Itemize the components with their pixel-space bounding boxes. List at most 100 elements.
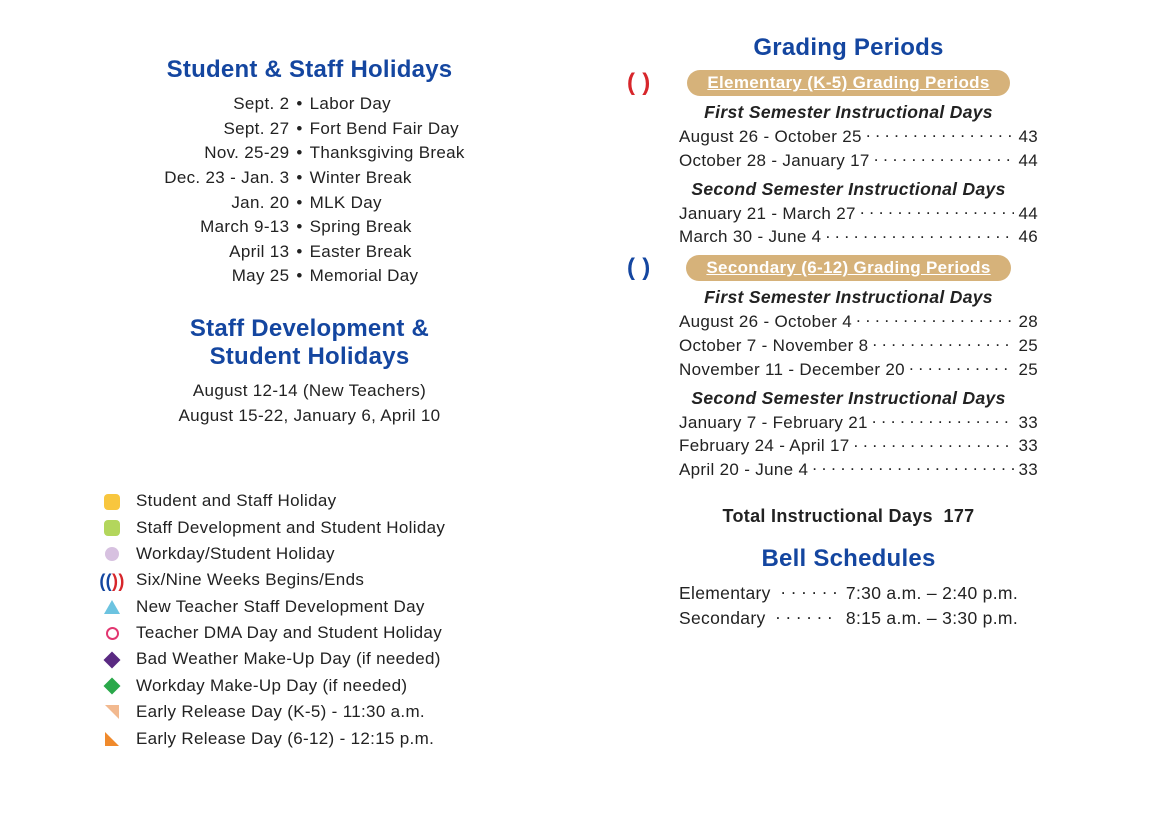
leader-dots-icon	[812, 458, 1014, 475]
legend-label: Workday Make-Up Day (if needed)	[136, 673, 407, 699]
staffdev-line: August 15-22, January 6, April 10	[60, 404, 559, 429]
bell-level-label: Elementary	[679, 581, 771, 606]
legend-label: Student and Staff Holiday	[136, 488, 337, 514]
legend-row: Early Release Day (6-12) - 12:15 p.m.	[100, 726, 559, 752]
holiday-date: Sept. 2	[129, 92, 289, 117]
legend-row: Workday Make-Up Day (if needed)	[100, 673, 559, 699]
grading-period-days: 28	[1018, 310, 1038, 334]
holiday-row: Sept. 27•Fort Bend Fair Day	[60, 117, 559, 142]
sec-sem2-heading: Second Semester Instructional Days	[599, 388, 1098, 409]
bell-time: 7:30 a.m. – 2:40 p.m.	[846, 581, 1018, 606]
grading-periods-heading: Grading Periods	[599, 34, 1098, 62]
secondary-parens-icon: ( )	[627, 254, 651, 282]
legend-label: Workday/Student Holiday	[136, 541, 335, 567]
square-icon	[100, 520, 124, 536]
bell-time: 8:15 a.m. – 3:30 p.m.	[846, 606, 1018, 631]
bullet-icon: •	[289, 117, 309, 142]
leader-dots-icon	[872, 411, 1015, 428]
holiday-label: Thanksgiving Break	[310, 141, 490, 166]
legend-label: Bad Weather Make-Up Day (if needed)	[136, 646, 441, 672]
total-value: 177	[944, 506, 975, 526]
grading-period-line: April 20 - June 433	[679, 458, 1038, 482]
grading-period-range: April 20 - June 4	[679, 458, 808, 482]
grading-period-line: October 7 - November 8 25	[679, 334, 1038, 358]
holiday-label: Spring Break	[310, 215, 490, 240]
holiday-row: Nov. 25-29•Thanksgiving Break	[60, 141, 559, 166]
diamond-icon	[100, 680, 124, 692]
bullet-icon: •	[289, 191, 309, 216]
bullet-icon: •	[289, 92, 309, 117]
holiday-label: Labor Day	[310, 92, 490, 117]
leader-dots-icon	[856, 310, 1014, 327]
grading-period-range: January 7 - February 21	[679, 411, 868, 435]
legend-label: Six/Nine Weeks Begins/Ends	[136, 567, 364, 593]
corner-tr-icon	[100, 705, 124, 719]
calendar-legend: Student and Staff HolidayStaff Developme…	[100, 488, 559, 751]
grading-period-days: 25	[1018, 358, 1038, 382]
diamond-icon	[100, 654, 124, 666]
parens-icon: (())	[100, 572, 124, 590]
legend-label: New Teacher Staff Development Day	[136, 594, 425, 620]
ring-icon	[100, 627, 124, 640]
staffdev-lines: August 12-14 (New Teachers)August 15-22,…	[60, 379, 559, 428]
grading-period-days: 44	[1018, 202, 1038, 226]
legend-row: New Teacher Staff Development Day	[100, 594, 559, 620]
legend-label: Early Release Day (6-12) - 12:15 p.m.	[136, 726, 434, 752]
holiday-label: Memorial Day	[310, 264, 490, 289]
legend-row: Bad Weather Make-Up Day (if needed)	[100, 646, 559, 672]
grading-period-range: March 30 - June 4	[679, 225, 821, 249]
holidays-heading: Student & Staff Holidays	[60, 56, 559, 84]
bullet-icon: •	[289, 264, 309, 289]
holiday-label: Easter Break	[310, 240, 490, 265]
grading-period-days: 46	[1018, 225, 1038, 249]
grading-period-days: 33	[1018, 434, 1038, 458]
leader-dots-icon	[781, 581, 836, 599]
holiday-label: MLK Day	[310, 191, 490, 216]
grading-period-line: March 30 - June 4 46	[679, 225, 1038, 249]
grading-period-range: February 24 - April 17	[679, 434, 850, 458]
staffdev-line: August 12-14 (New Teachers)	[60, 379, 559, 404]
triangle-icon	[100, 600, 124, 614]
total-label: Total Instructional Days	[722, 506, 932, 526]
leader-dots-icon	[872, 334, 1014, 351]
holiday-date: Sept. 27	[129, 117, 289, 142]
holiday-label: Fort Bend Fair Day	[310, 117, 490, 142]
holiday-date: Nov. 25-29	[129, 141, 289, 166]
holiday-row: Jan. 20•MLK Day	[60, 191, 559, 216]
grading-period-days: 44	[1018, 149, 1038, 173]
grading-period-line: January 7 - February 2133	[679, 411, 1038, 435]
legend-label: Teacher DMA Day and Student Holiday	[136, 620, 442, 646]
elem-sem1-heading: First Semester Instructional Days	[599, 102, 1098, 123]
bell-schedules-list: Elementary 7:30 a.m. – 2:40 p.m. Secondary…	[599, 581, 1098, 632]
staffdev-heading: Staff Development &Student Holidays	[60, 315, 559, 371]
legend-row: Teacher DMA Day and Student Holiday	[100, 620, 559, 646]
holiday-row: May 25•Memorial Day	[60, 264, 559, 289]
legend-row: Student and Staff Holiday	[100, 488, 559, 514]
holiday-date: Jan. 20	[129, 191, 289, 216]
bell-level-label: Secondary	[679, 606, 766, 631]
legend-label: Early Release Day (K-5) - 11:30 a.m.	[136, 699, 425, 725]
elementary-grading-pill-row: ( ) Elementary (K-5) Grading Periods	[599, 70, 1098, 96]
corner-bl-icon	[100, 732, 124, 746]
sec-sem1-heading: First Semester Instructional Days	[599, 287, 1098, 308]
square-icon	[100, 494, 124, 510]
elem-sem1-list: August 26 - October 2543October 28 - Jan…	[599, 125, 1098, 173]
holidays-list: Sept. 2•Labor DaySept. 27•Fort Bend Fair…	[60, 92, 559, 289]
legend-row: (()) Six/Nine Weeks Begins/Ends	[100, 567, 559, 593]
legend-row: Staff Development and Student Holiday	[100, 515, 559, 541]
grading-period-range: October 7 - November 8	[679, 334, 868, 358]
grading-period-range: August 26 - October 4	[679, 310, 852, 334]
grading-period-range: August 26 - October 25	[679, 125, 862, 149]
secondary-grading-pill-row: ( ) Secondary (6-12) Grading Periods	[599, 255, 1098, 281]
holiday-row: Dec. 23 - Jan. 3•Winter Break	[60, 166, 559, 191]
grading-period-line: February 24 - April 17 33	[679, 434, 1038, 458]
grading-period-line: January 21 - March 2744	[679, 202, 1038, 226]
grading-period-days: 25	[1018, 334, 1038, 358]
bullet-icon: •	[289, 141, 309, 166]
bullet-icon: •	[289, 215, 309, 240]
elementary-grading-pill: Elementary (K-5) Grading Periods	[687, 70, 1009, 96]
sec-sem1-list: August 26 - October 428October 7 - Novem…	[599, 310, 1098, 381]
grading-period-line: August 26 - October 25 43	[679, 125, 1038, 149]
grading-period-days: 43	[1018, 125, 1038, 149]
holiday-row: April 13•Easter Break	[60, 240, 559, 265]
